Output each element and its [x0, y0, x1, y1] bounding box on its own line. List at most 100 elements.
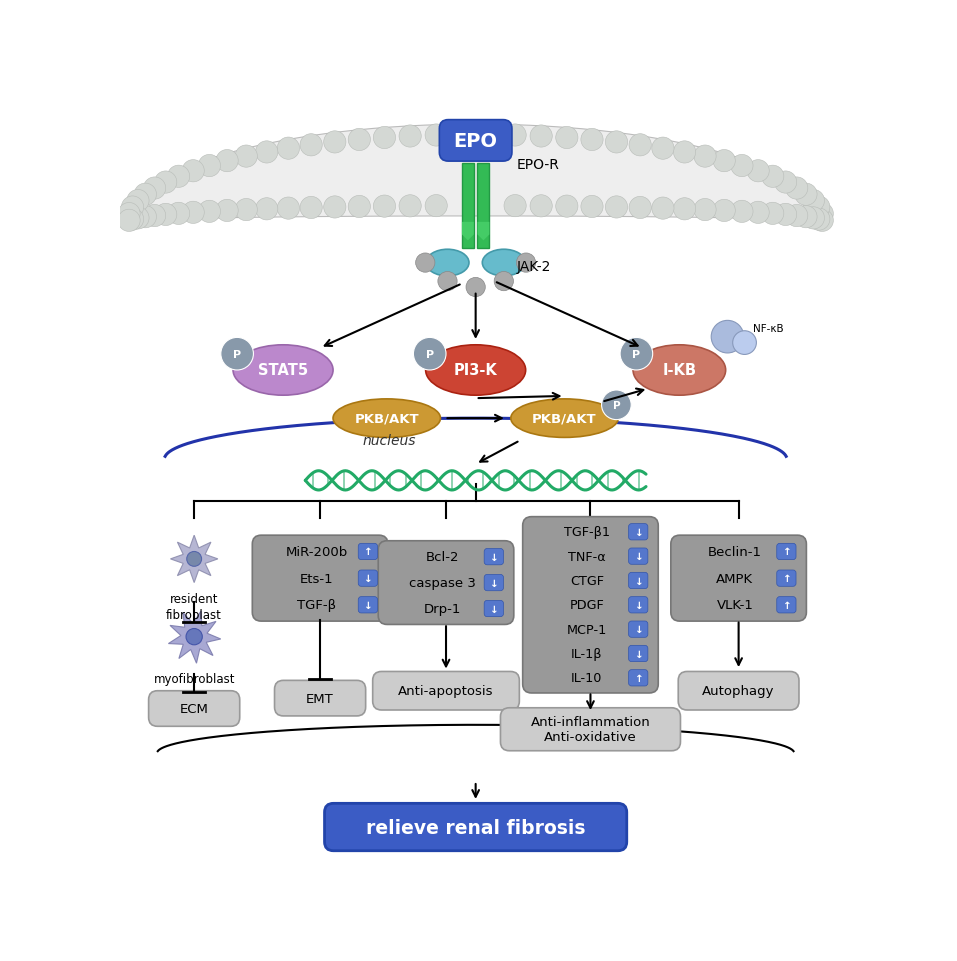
Circle shape: [300, 135, 323, 157]
Circle shape: [504, 125, 526, 147]
Circle shape: [504, 195, 526, 217]
Text: EPO-R: EPO-R: [517, 158, 559, 172]
FancyBboxPatch shape: [358, 571, 377, 586]
Polygon shape: [168, 611, 221, 663]
Text: ↓: ↓: [634, 601, 643, 610]
Text: ↓: ↓: [634, 576, 643, 586]
Circle shape: [606, 197, 628, 219]
Circle shape: [466, 278, 485, 297]
Circle shape: [808, 197, 830, 219]
Circle shape: [629, 197, 652, 219]
Text: myofibroblast: myofibroblast: [153, 673, 234, 685]
Ellipse shape: [633, 345, 725, 396]
Circle shape: [694, 199, 716, 221]
FancyBboxPatch shape: [777, 571, 796, 586]
Circle shape: [415, 254, 434, 273]
Circle shape: [182, 160, 204, 183]
FancyBboxPatch shape: [462, 163, 474, 249]
FancyBboxPatch shape: [358, 544, 377, 560]
Text: ↓: ↓: [490, 552, 499, 562]
Text: nucleus: nucleus: [363, 434, 416, 448]
Text: EMT: EMT: [306, 692, 334, 705]
Circle shape: [144, 206, 166, 228]
Circle shape: [155, 172, 177, 194]
Circle shape: [762, 166, 784, 188]
Text: PKB/AKT: PKB/AKT: [354, 412, 419, 425]
Circle shape: [602, 390, 632, 420]
FancyBboxPatch shape: [629, 597, 648, 613]
Text: TGF-β1: TGF-β1: [564, 526, 610, 539]
Circle shape: [198, 156, 220, 178]
Text: ↑: ↑: [783, 574, 791, 583]
Circle shape: [323, 197, 345, 219]
Text: Beclin-1: Beclin-1: [708, 546, 762, 558]
Text: Bcl-2: Bcl-2: [426, 551, 459, 563]
Circle shape: [127, 208, 149, 230]
Text: ↑: ↑: [365, 547, 373, 556]
Circle shape: [694, 146, 716, 168]
Circle shape: [812, 210, 834, 233]
Circle shape: [373, 127, 395, 150]
Text: ↓: ↓: [365, 601, 373, 610]
Circle shape: [517, 254, 536, 273]
Circle shape: [235, 146, 257, 168]
Text: ↓: ↓: [365, 574, 373, 583]
Ellipse shape: [482, 250, 525, 277]
Text: Drp-1: Drp-1: [424, 603, 461, 615]
Text: PI3-K: PI3-K: [454, 363, 498, 378]
FancyBboxPatch shape: [629, 524, 648, 540]
Text: PKB/AKT: PKB/AKT: [532, 412, 597, 425]
Circle shape: [278, 198, 300, 220]
Text: JAK-2: JAK-2: [517, 260, 551, 274]
FancyBboxPatch shape: [484, 601, 503, 617]
Text: MiR-200b: MiR-200b: [285, 546, 347, 558]
Circle shape: [425, 125, 447, 147]
Circle shape: [122, 209, 144, 231]
Circle shape: [438, 272, 457, 291]
Circle shape: [186, 628, 202, 645]
Text: VLK-1: VLK-1: [717, 599, 753, 611]
FancyBboxPatch shape: [358, 597, 377, 613]
FancyBboxPatch shape: [671, 535, 807, 622]
Circle shape: [198, 201, 220, 223]
Text: Autophagy: Autophagy: [702, 684, 775, 698]
Circle shape: [774, 172, 797, 194]
Circle shape: [256, 199, 278, 221]
Text: TGF-β: TGF-β: [297, 599, 336, 611]
Text: IL-10: IL-10: [571, 672, 603, 684]
Circle shape: [802, 208, 824, 230]
FancyBboxPatch shape: [253, 535, 388, 622]
Circle shape: [808, 209, 830, 231]
Circle shape: [674, 199, 696, 221]
Text: IL-1β: IL-1β: [571, 648, 603, 660]
Circle shape: [812, 204, 834, 226]
Circle shape: [118, 204, 140, 226]
Ellipse shape: [426, 250, 469, 277]
Circle shape: [652, 138, 674, 160]
Circle shape: [581, 129, 603, 152]
FancyBboxPatch shape: [777, 544, 796, 560]
Text: ECM: ECM: [180, 702, 209, 715]
Ellipse shape: [333, 400, 440, 438]
Text: ↑: ↑: [634, 673, 643, 683]
Ellipse shape: [426, 345, 525, 396]
Circle shape: [629, 135, 652, 157]
Text: STAT5: STAT5: [258, 363, 308, 378]
Circle shape: [399, 195, 421, 218]
FancyBboxPatch shape: [629, 670, 648, 686]
Circle shape: [795, 207, 817, 229]
Circle shape: [786, 206, 808, 228]
Circle shape: [122, 197, 144, 219]
Circle shape: [256, 141, 278, 164]
Text: ↓: ↓: [634, 649, 643, 659]
Circle shape: [747, 202, 769, 224]
FancyBboxPatch shape: [484, 575, 503, 591]
FancyBboxPatch shape: [324, 803, 627, 850]
Circle shape: [747, 160, 769, 183]
Text: Anti-apoptosis: Anti-apoptosis: [398, 684, 494, 698]
Circle shape: [494, 272, 513, 291]
Text: ↓: ↓: [490, 578, 499, 588]
FancyBboxPatch shape: [629, 573, 648, 589]
Text: TNF-α: TNF-α: [568, 550, 606, 563]
Polygon shape: [170, 535, 218, 583]
